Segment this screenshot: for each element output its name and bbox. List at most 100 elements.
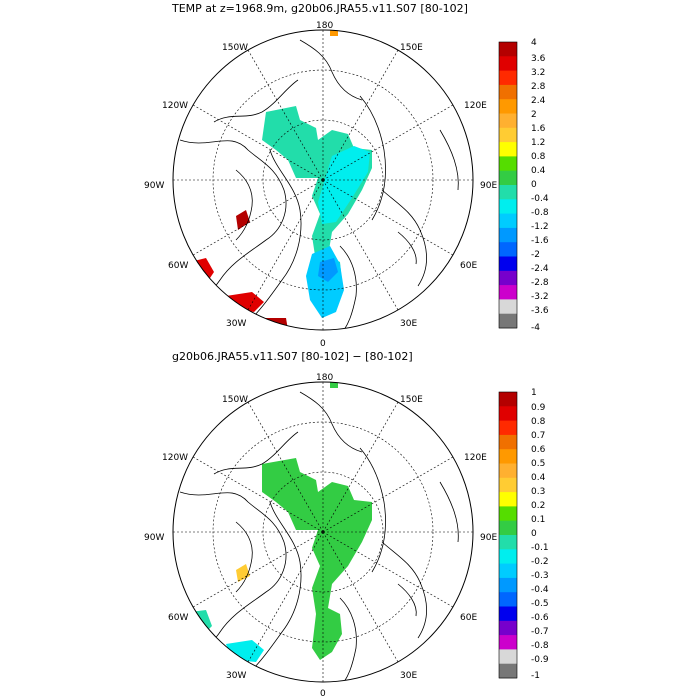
bottom-cb-label: -0.6: [531, 613, 549, 623]
bottom-colorbar-swatch: [499, 535, 517, 550]
bottom-lon-label: 30E: [400, 671, 417, 681]
bottom-cb-label: 0.3: [531, 487, 545, 497]
top-cb-label: 2: [531, 110, 537, 120]
bottom-colorbar-swatch: [499, 663, 517, 679]
bottom-colorbar-swatch: [499, 563, 517, 579]
top-lon-label: 60W: [168, 261, 188, 271]
bottom-cb-label: 0.2: [531, 501, 545, 511]
top-lon-labels: 180 150E 120E 90E 60E 30E 0 30W 60W 90W …: [144, 21, 497, 349]
top-colorbar-swatch: [499, 113, 517, 129]
bottom-cb-label: 0: [531, 529, 537, 539]
top-lon-label: 90W: [144, 181, 164, 191]
bottom-lon-label: 180: [316, 373, 333, 383]
top-cb-label: 1.6: [531, 124, 546, 134]
bottom-colorbar-swatch: [499, 463, 517, 479]
top-title: TEMP at z=1968.9m, g20b06.JRA55.v11.S07 …: [171, 2, 468, 15]
top-lon-label: 120W: [162, 101, 188, 111]
top-cb-label: -2: [531, 250, 540, 260]
top-colorbar-swatch: [499, 199, 517, 214]
bottom-lon-label: 90E: [480, 533, 497, 543]
top-cb-label: 2.8: [531, 82, 546, 92]
top-field-fram-strait: [306, 246, 344, 318]
bottom-colorbar-swatch: [499, 577, 517, 593]
top-colorbar-swatch: [499, 156, 517, 172]
bottom-cb-label: -0.1: [531, 543, 549, 553]
bottom-cb-label: -0.3: [531, 571, 549, 581]
bottom-colorbar-swatch: [499, 477, 517, 493]
bottom-panel: g20b06.JRA55.v11.S07 [80-102] − [80-102]: [144, 350, 549, 699]
bottom-cb-label: -0.2: [531, 557, 549, 567]
top-colorbar-swatch: [499, 313, 517, 329]
top-cb-label: -1.2: [531, 222, 549, 232]
top-cb-label: -3.6: [531, 306, 549, 316]
top-colorbar-swatch: [499, 285, 517, 300]
bottom-colorbar-swatch: [499, 506, 517, 522]
bottom-colorbar-swatch: [499, 420, 517, 436]
top-field-eurasian-basin: [318, 146, 370, 224]
top-cb-label: -0.4: [531, 194, 549, 204]
bottom-cb-label: -1: [531, 671, 540, 681]
top-colorbar-swatch: [499, 142, 517, 157]
bottom-cb-label: 1: [531, 388, 537, 398]
top-cb-label: 3.6: [531, 54, 546, 64]
bottom-colorbar-swatch: [499, 449, 517, 464]
top-colorbar-swatch: [499, 270, 517, 286]
top-cb-label: -4: [531, 323, 540, 333]
bottom-colorbar-swatch: [499, 635, 517, 650]
top-cb-label: 0.4: [531, 166, 546, 176]
bottom-colorbar-swatch: [499, 392, 517, 407]
top-lon-label: 180: [316, 21, 333, 31]
bottom-colorbar-swatch: [499, 492, 517, 507]
top-map-border: [172, 29, 474, 331]
top-colorbar-swatch: [499, 256, 517, 272]
bottom-colorbar-swatch: [499, 549, 517, 564]
bottom-lon-label: 60W: [168, 613, 188, 623]
bottom-lon-label: 120E: [464, 453, 487, 463]
top-lon-label: 30E: [400, 319, 417, 329]
bottom-lon-label: 30W: [226, 671, 246, 681]
bottom-colorbar-swatch: [499, 606, 517, 622]
top-field-warm-baffin: [236, 210, 250, 230]
top-colorbar-swatch: [499, 99, 517, 114]
bottom-colorbar-swatch: [499, 592, 517, 607]
top-field-warm-irminger: [226, 292, 264, 312]
bottom-coastlines: [179, 391, 459, 682]
bottom-colorbar-swatch: [499, 434, 517, 450]
top-field-bering: [330, 30, 338, 36]
bottom-colorbar-labels: 1 0.9 0.8 0.7 0.6 0.5 0.4 0.3 0.2 0.1 0 …: [531, 388, 549, 681]
bottom-map-border: [172, 381, 474, 683]
top-lon-label: 90E: [480, 181, 497, 191]
bottom-lon-label: 150E: [400, 395, 423, 405]
bottom-lon-label: 90W: [144, 533, 164, 543]
top-lon-label: 0: [320, 339, 326, 349]
top-colorbar-swatch: [499, 127, 517, 143]
bottom-lon-label: 60E: [460, 613, 477, 623]
bottom-field-central-arctic: [262, 458, 372, 660]
top-lon-label: 30W: [226, 319, 246, 329]
bottom-lon-label: 150W: [222, 395, 248, 405]
top-lon-label: 150E: [400, 43, 423, 53]
top-colorbar-swatch: [499, 42, 517, 57]
top-cb-label: -1.6: [531, 236, 549, 246]
top-cb-label: 2.4: [531, 96, 546, 106]
top-colorbar-swatch: [499, 242, 517, 257]
bottom-colorbar-frame: [498, 391, 518, 679]
top-colorbar-swatch: [499, 70, 517, 86]
bottom-graticule: [173, 382, 473, 682]
bottom-cb-label: 0.5: [531, 459, 545, 469]
top-cb-label: -3.2: [531, 292, 549, 302]
bottom-lon-label: 0: [320, 689, 326, 699]
top-colorbar-swatch: [499, 299, 517, 315]
bottom-cb-label: -0.5: [531, 599, 549, 609]
bottom-cb-label: 0.8: [531, 417, 546, 427]
top-graticule: [173, 30, 473, 330]
top-lon-label: 60E: [460, 261, 477, 271]
top-colorbar-swatch: [499, 213, 517, 229]
top-field-warm-norwegian: [258, 318, 288, 330]
bottom-cb-label: -0.4: [531, 585, 549, 595]
top-panel: TEMP at z=1968.9m, g20b06.JRA55.v11.S07 …: [144, 2, 549, 349]
top-colorbar: [498, 41, 518, 329]
bottom-cb-label: 0.9: [531, 403, 546, 413]
top-cb-label: 1.2: [531, 138, 545, 148]
